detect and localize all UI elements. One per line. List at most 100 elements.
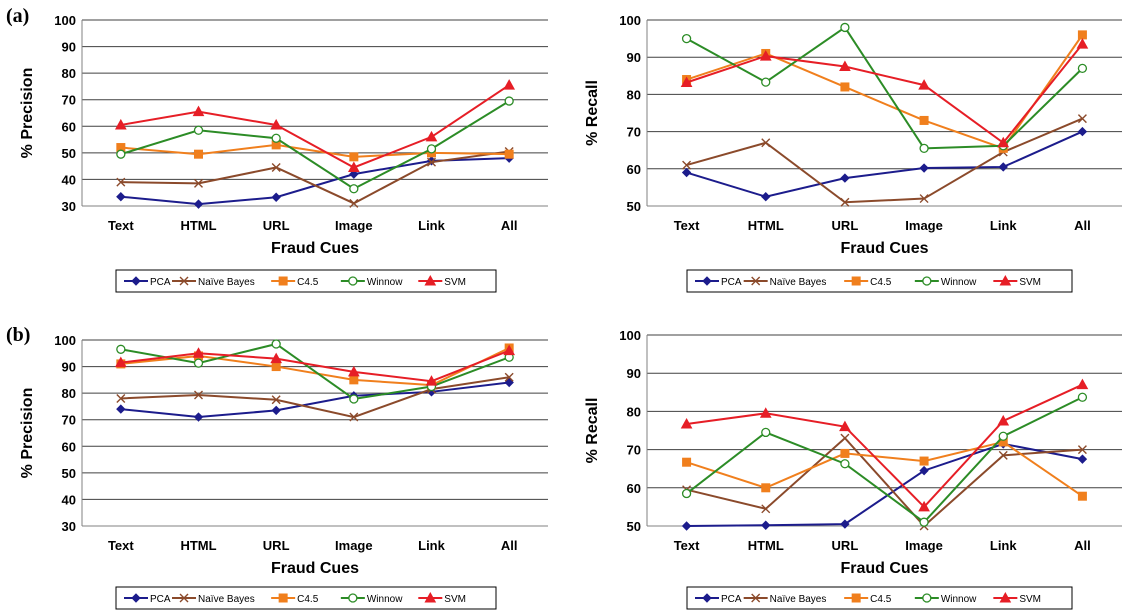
x-axis-title: Fraud Cues <box>271 560 359 577</box>
x-axis-title: Fraud Cues <box>271 240 359 257</box>
data-point-pca <box>840 173 850 183</box>
data-point-na-ve-bayes <box>1077 445 1087 455</box>
data-point-svm <box>425 130 438 142</box>
data-point-svm <box>270 352 283 364</box>
legend-label: C4.5 <box>297 277 319 288</box>
legend-item-pca: PCA <box>124 593 171 605</box>
data-point-winnow <box>1077 63 1088 74</box>
legend-item-na-ve-bayes: Naïve Bayes <box>172 593 255 605</box>
x-axis-title: Fraud Cues <box>840 240 928 257</box>
legend-label: SVM <box>1019 277 1041 288</box>
series-svm <box>680 38 1089 148</box>
data-point-na-ve-bayes <box>271 395 281 405</box>
data-point-pca <box>193 412 204 422</box>
x-tick-label: Image <box>335 218 373 233</box>
series-line-winnow <box>120 342 510 401</box>
legend-marker <box>751 276 761 286</box>
legend-box <box>686 269 1073 293</box>
data-point-svm <box>759 50 772 61</box>
legend-label: PCA <box>721 594 742 605</box>
y-tick-label: 70 <box>62 93 76 108</box>
legend-item-na-ve-bayes: Naïve Bayes <box>172 276 255 288</box>
legend-item-c4-5: C4.5 <box>844 276 892 288</box>
legend-item-pca: PCA <box>124 276 171 288</box>
y-tick-label: 80 <box>62 66 76 81</box>
series-na-ve-bayes <box>682 114 1087 207</box>
legend-marker <box>424 591 437 603</box>
data-point-winnow <box>998 431 1008 441</box>
legend-item-c4-5: C4.5 <box>271 593 319 605</box>
x-tick-label: All <box>501 538 518 553</box>
legend: PCA Naïve Bayes C4.5 Winnow SVM <box>115 586 497 610</box>
data-point-pca <box>1077 126 1088 137</box>
legend: PCA Naïve Bayes C4.5 Winnow SVM <box>686 586 1073 610</box>
legend-marker <box>348 593 358 603</box>
data-point-winnow <box>193 125 204 135</box>
legend: PCA Naïve Bayes C4.5 Winnow SVM <box>115 269 497 293</box>
legend-label: C4.5 <box>297 594 319 605</box>
x-tick-label: Text <box>674 218 700 233</box>
y-tick-label: 50 <box>62 146 76 161</box>
data-point-svm <box>1076 38 1089 49</box>
data-point-pca <box>919 163 929 173</box>
x-tick-label: Image <box>905 218 943 233</box>
x-tick-label: HTML <box>180 538 216 553</box>
chart-1: 30 40 50 60 70 80 90 100 Text HTML URL Image Link All… <box>19 13 548 293</box>
y-tick-label: 70 <box>627 443 641 458</box>
data-point-c4-5 <box>919 456 929 466</box>
x-tick-label: Link <box>418 538 445 553</box>
data-point-svm <box>503 344 516 356</box>
series-line-c4-5 <box>686 440 1083 498</box>
y-axis-title: % Precision <box>19 388 36 479</box>
data-point-c4-5 <box>840 82 850 92</box>
data-point-winnow <box>504 96 514 106</box>
data-point-winnow <box>193 358 204 368</box>
chart-4: 50 60 70 80 90 100 Text HTML URL Image Link All Frau… <box>584 328 1122 610</box>
data-point-na-ve-bayes <box>840 433 850 443</box>
data-point-na-ve-bayes <box>194 178 203 188</box>
legend-label: Naïve Bayes <box>770 277 827 288</box>
series-line-pca <box>686 130 1083 198</box>
x-tick-label: URL <box>263 218 290 233</box>
data-point-pca <box>919 465 929 476</box>
x-tick-label: Image <box>335 538 373 553</box>
legend-marker <box>999 591 1012 603</box>
data-point-svm <box>192 347 205 358</box>
series-svm <box>680 378 1089 512</box>
series-line-na-ve-bayes <box>686 117 1083 204</box>
legend-marker <box>702 593 712 603</box>
legend-marker <box>278 276 288 286</box>
legend-box <box>115 269 497 293</box>
data-point-pca <box>116 191 126 202</box>
data-point-na-ve-bayes <box>761 138 771 148</box>
series-na-ve-bayes <box>116 147 514 208</box>
y-axis-title: % Recall <box>584 398 601 464</box>
legend-item-na-ve-bayes: Naïve Bayes <box>743 276 827 288</box>
y-tick-label: 60 <box>62 439 76 454</box>
legend-item-winnow: Winnow <box>340 593 403 605</box>
data-point-winnow <box>840 22 850 33</box>
data-point-svm <box>918 500 930 512</box>
data-point-svm <box>347 161 360 172</box>
x-tick-label: URL <box>263 538 290 553</box>
data-point-na-ve-bayes <box>761 504 771 514</box>
data-point-svm <box>114 118 127 130</box>
data-point-na-ve-bayes <box>349 198 359 208</box>
data-point-winnow <box>426 144 437 154</box>
legend-item-svm: SVM <box>993 591 1041 605</box>
data-point-pca <box>271 192 281 202</box>
data-point-pca <box>349 169 359 179</box>
data-point-c4-5 <box>840 448 850 458</box>
panel-label-a: (a) <box>6 5 29 27</box>
data-point-winnow <box>681 33 692 44</box>
legend-item-c4-5: C4.5 <box>844 593 892 605</box>
legend-item-winnow: Winnow <box>340 276 403 288</box>
series-winnow <box>116 339 514 404</box>
series-pca <box>116 153 514 209</box>
series-line-pca <box>686 442 1083 527</box>
legend-label: Winnow <box>941 277 977 288</box>
series-line-winnow <box>120 100 510 190</box>
series-line-svm <box>120 349 510 383</box>
y-tick-label: 90 <box>627 366 641 381</box>
data-point-pca <box>998 162 1008 172</box>
